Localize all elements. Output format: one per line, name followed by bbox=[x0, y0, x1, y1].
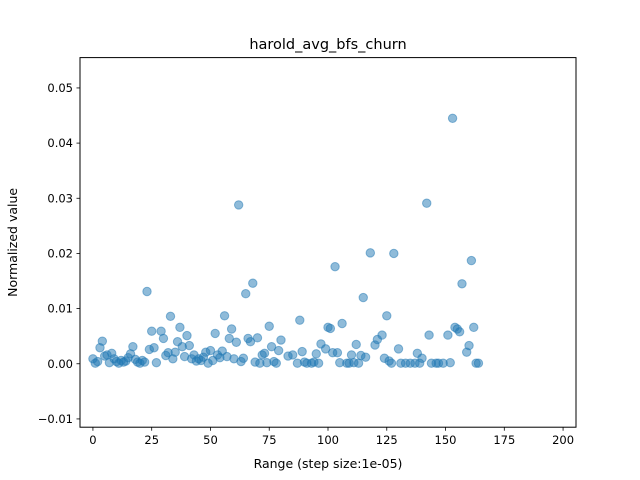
data-point-132 bbox=[443, 330, 453, 340]
data-point-125 bbox=[417, 353, 427, 363]
x-tick-label: 200 bbox=[552, 433, 574, 447]
data-point-49 bbox=[205, 345, 216, 356]
data-point-66 bbox=[245, 337, 256, 347]
data-point-114 bbox=[382, 311, 392, 321]
data-point-72 bbox=[259, 348, 270, 358]
y-axis-label: Normalized value bbox=[5, 188, 20, 297]
data-point-105 bbox=[353, 358, 364, 368]
data-point-144 bbox=[473, 358, 484, 368]
data-point-83 bbox=[295, 315, 305, 325]
x-tick-label: 100 bbox=[317, 433, 339, 447]
y-axis-ticks: −0.01 0.00 0.01 0.02 0.03 0.04 0.05 bbox=[38, 81, 80, 426]
x-tick-label: 50 bbox=[203, 433, 218, 447]
x-tick-label: 175 bbox=[493, 433, 515, 447]
data-point-89 bbox=[311, 349, 321, 359]
data-point-39 bbox=[182, 330, 192, 341]
x-tick-label: 25 bbox=[144, 433, 159, 447]
data-point-138 bbox=[457, 279, 467, 289]
data-point-108 bbox=[360, 352, 371, 362]
data-point-23 bbox=[142, 286, 152, 297]
data-point-27 bbox=[151, 357, 162, 368]
data-point-58 bbox=[226, 324, 237, 334]
data-point-29 bbox=[158, 333, 169, 344]
data-point-84 bbox=[297, 346, 307, 357]
data-point-69 bbox=[252, 333, 263, 343]
data-point-60 bbox=[231, 337, 242, 347]
data-point-67 bbox=[248, 278, 258, 288]
data-point-94 bbox=[325, 323, 336, 334]
data-point-118 bbox=[393, 344, 404, 354]
data-point-112 bbox=[377, 330, 387, 340]
data-point-77 bbox=[271, 358, 281, 368]
data-point-137 bbox=[454, 327, 465, 337]
data-point-64 bbox=[241, 289, 251, 299]
x-axis-ticks: 0 25 50 75 100 125 150 175 200 bbox=[89, 427, 574, 447]
x-tick-label: 150 bbox=[435, 433, 457, 447]
data-point-140 bbox=[464, 340, 474, 351]
data-point-107 bbox=[358, 292, 368, 303]
data-point-99 bbox=[337, 318, 347, 329]
data-point-117 bbox=[389, 248, 399, 259]
y-tick-label: 0.01 bbox=[47, 302, 73, 316]
data-point-90 bbox=[313, 358, 324, 368]
data-point-74 bbox=[264, 321, 274, 331]
data-point-79 bbox=[276, 335, 286, 345]
data-point-57 bbox=[224, 333, 234, 344]
data-point-142 bbox=[469, 322, 479, 333]
data-point-63 bbox=[238, 353, 249, 363]
data-point-133 bbox=[445, 357, 455, 368]
x-tick-label: 75 bbox=[262, 433, 277, 447]
y-tick-label: 0.00 bbox=[47, 357, 73, 371]
data-point-104 bbox=[351, 339, 361, 350]
chart-title: harold_avg_bfs_churn bbox=[249, 37, 406, 53]
data-point-26 bbox=[149, 343, 159, 353]
data-point-134 bbox=[447, 113, 458, 123]
data-point-22 bbox=[139, 357, 150, 367]
data-point-116 bbox=[386, 358, 397, 368]
data-point-127 bbox=[424, 330, 434, 340]
data-point-92 bbox=[320, 344, 331, 354]
data-point-109 bbox=[365, 248, 376, 258]
y-tick-label: 0.05 bbox=[47, 81, 73, 95]
data-point-32 bbox=[165, 311, 176, 322]
data-point-34 bbox=[170, 347, 180, 357]
data-point-2 bbox=[92, 356, 103, 367]
x-tick-label: 125 bbox=[376, 433, 398, 447]
data-point-61 bbox=[233, 200, 244, 210]
data-point-75 bbox=[266, 341, 277, 352]
y-tick-label: 0.04 bbox=[47, 136, 73, 150]
data-point-126 bbox=[422, 198, 432, 208]
data-point-78 bbox=[273, 345, 284, 356]
data-point-55 bbox=[219, 311, 230, 321]
data-point-17 bbox=[128, 341, 138, 352]
data-point-51 bbox=[210, 328, 220, 339]
x-tick-label: 0 bbox=[89, 433, 96, 447]
data-point-97 bbox=[332, 348, 343, 358]
data-point-141 bbox=[466, 255, 477, 266]
data-points bbox=[88, 113, 484, 368]
x-axis-label: Range (step size:1e-05) bbox=[254, 456, 403, 471]
data-point-102 bbox=[346, 350, 357, 360]
data-point-40 bbox=[184, 340, 195, 351]
data-point-36 bbox=[175, 322, 185, 333]
y-tick-label: −0.01 bbox=[38, 412, 73, 426]
data-point-96 bbox=[330, 261, 340, 272]
y-tick-label: 0.02 bbox=[47, 246, 73, 260]
y-tick-label: 0.03 bbox=[47, 191, 73, 205]
data-point-4 bbox=[97, 336, 108, 346]
data-point-25 bbox=[147, 326, 157, 336]
data-point-81 bbox=[288, 350, 298, 360]
